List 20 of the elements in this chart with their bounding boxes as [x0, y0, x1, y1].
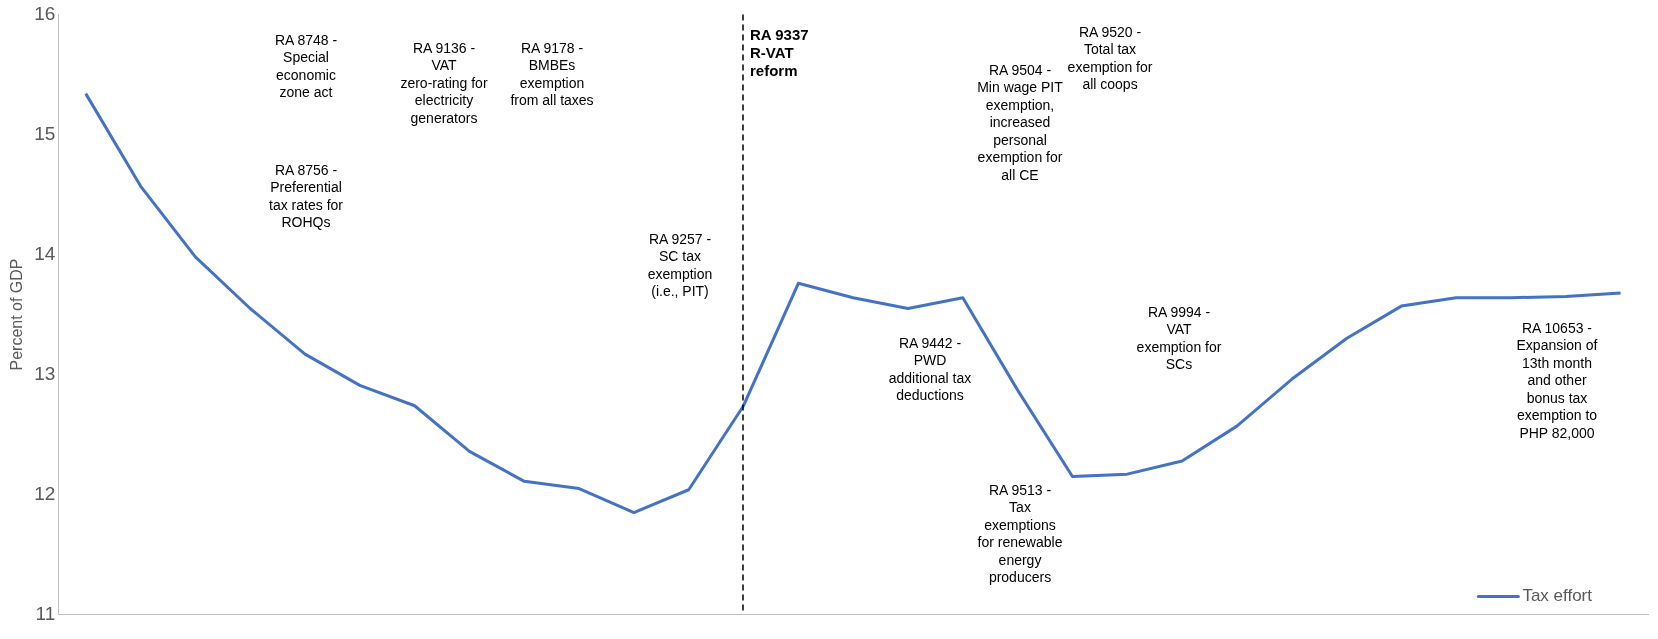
- annotation: RA 10653 - Expansion of 13th month and other bonus tax exemption to PHP 82,000: [1516, 319, 1598, 441]
- y-axis-title: Percent of GDP: [8, 258, 26, 371]
- y-tick-label: 14: [34, 242, 56, 264]
- annotation: RA 9136 - VAT zero-rating for electricity generators: [400, 39, 488, 126]
- y-tick-label: 16: [34, 2, 56, 24]
- y-tick-label: 13: [34, 362, 56, 384]
- annotation: RA 9337 R-VAT reform: [750, 25, 809, 79]
- y-tick-label: 12: [34, 482, 56, 504]
- y-tick-label: 15: [34, 122, 56, 144]
- annotation: RA 9442 - PWD additional tax deductions: [888, 334, 972, 404]
- annotation: RA 8756 - Preferential tax rates for ROHQs: [269, 161, 344, 231]
- annotation: RA 9994 - VAT exemption for SCs: [1136, 303, 1222, 373]
- legend-label: Tax effort: [1522, 586, 1593, 606]
- annotation: RA 9504 - Min wage PIT exemption, increased personal exemption for all CE: [977, 61, 1064, 183]
- annotation: RA 9257 - SC tax exemption (i.e., PIT): [647, 230, 713, 300]
- annotation: RA 9520 - Total tax exemption for all coops: [1067, 23, 1153, 93]
- annotation: RA 9513 - Tax exemptions for renewable energy producers: [977, 481, 1063, 586]
- annotation: RA 9178 - BMBEs exemption from all taxes: [510, 39, 594, 109]
- annotation: RA 8748 - Special economic zone act: [274, 31, 338, 101]
- y-tick-label: 11: [35, 602, 56, 624]
